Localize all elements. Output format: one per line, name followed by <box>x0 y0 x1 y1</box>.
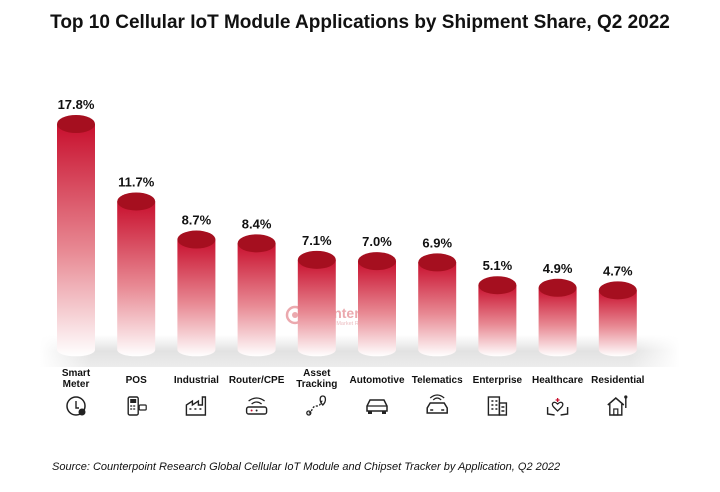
category-icons <box>66 394 628 416</box>
bar-cap-8 <box>478 276 517 295</box>
bar-2 <box>117 201 156 357</box>
category-label-4: Router/CPE <box>229 375 285 386</box>
bar-4 <box>237 243 276 357</box>
meter-icon <box>66 396 86 416</box>
category-label-10: Residential <box>591 375 645 386</box>
bar-1 <box>57 124 95 357</box>
watermark-logo-dot-icon <box>292 312 298 318</box>
value-label-4: 8.4% <box>242 216 272 231</box>
router-icon <box>245 397 268 415</box>
healthcare-hands-icon <box>546 398 569 416</box>
category-label-8: Enterprise <box>473 375 523 386</box>
value-label-10: 4.7% <box>603 263 633 278</box>
category-label-5: Asset Tracking <box>296 368 337 390</box>
category-label-7: Telematics <box>412 375 463 386</box>
factory-icon <box>185 396 207 416</box>
value-labels: 17.8% 11.7% 8.7% 8.4% 7.1% 7.0% 6.9% 5.1% 4.9% 4.… <box>58 97 633 278</box>
category-labels: Smart Meter POS Industrial Router/CPE Asset Tr… <box>62 368 645 390</box>
bar-cap-6 <box>358 252 396 271</box>
bar-9 <box>538 287 577 357</box>
source-note: Source: Counterpoint Research Global Cel… <box>52 461 561 473</box>
value-label-9: 4.9% <box>543 261 573 276</box>
bar-cap-9 <box>538 278 577 297</box>
pos-terminal-icon <box>127 396 147 416</box>
chart-title: Top 10 Cellular IoT Module Applications … <box>50 12 670 33</box>
bar-5 <box>297 259 336 357</box>
bar-6 <box>358 261 396 357</box>
value-label-5: 7.1% <box>302 233 332 248</box>
bar-cap-2 <box>117 192 156 211</box>
category-label-9: Healthcare <box>532 375 584 386</box>
bar-cap-7 <box>418 253 457 272</box>
category-label-2: POS <box>126 375 147 386</box>
bar-cap-1 <box>57 115 95 133</box>
bar-8 <box>478 285 517 357</box>
value-label-2: 11.7% <box>118 174 155 189</box>
car-icon <box>366 399 388 414</box>
category-label-6: Automotive <box>350 375 405 386</box>
value-label-1: 17.8% <box>58 97 95 112</box>
category-label-1: Smart Meter <box>62 368 91 390</box>
bar-cap-5 <box>297 250 336 269</box>
bar-cap-10 <box>598 281 637 300</box>
value-label-6: 7.0% <box>362 234 392 249</box>
value-label-7: 6.9% <box>422 235 452 250</box>
watermark-tagline: Technology Market Research <box>307 321 378 327</box>
house-icon <box>607 395 628 416</box>
category-label-3: Industrial <box>174 375 219 386</box>
office-building-icon <box>487 396 508 416</box>
bar-7 <box>418 262 457 357</box>
bar-3 <box>177 239 216 357</box>
bar-cap-3 <box>177 230 216 249</box>
bar-cap-4 <box>237 234 276 253</box>
location-route-icon <box>306 395 327 416</box>
bar-10 <box>598 290 637 357</box>
telematics-car-icon <box>426 394 448 414</box>
value-label-8: 5.1% <box>483 258 513 273</box>
value-label-3: 8.7% <box>182 213 212 228</box>
bars <box>57 115 637 357</box>
